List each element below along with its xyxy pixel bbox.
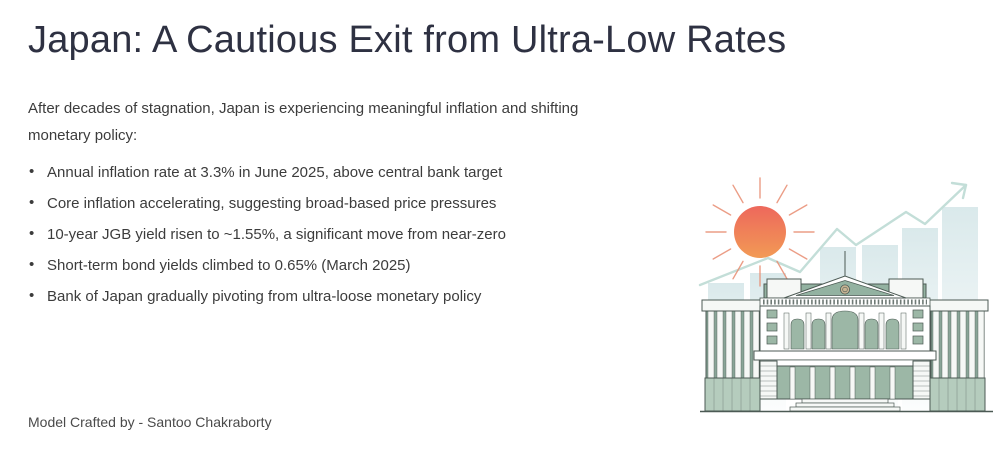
bullet-text: Bank of Japan gradually pivoting from ul… (47, 287, 482, 305)
pediment-emblem-icon (839, 284, 850, 295)
sun-icon (705, 177, 815, 287)
bullet-text: Short-term bond yields climbed to 0.65% … (47, 256, 411, 274)
bullet-icon: • (29, 193, 35, 211)
bullet-icon: • (29, 286, 35, 304)
key-points-list: • Annual inflation rate at 3.3% in June 2… (28, 162, 643, 306)
bank-illustration (698, 177, 993, 413)
bullet-text: Annual inflation rate at 3.3% in June 20… (47, 163, 503, 181)
list-item: • Annual inflation rate at 3.3% in June 2… (28, 162, 643, 182)
bullet-icon: • (29, 255, 35, 273)
bank-building-icon (700, 251, 993, 413)
intro-text: After decades of stagnation, Japan is ex… (28, 99, 579, 144)
footer-credit: Model Crafted by - Santoo Chakraborty (28, 414, 272, 430)
growth-arrow-icon (698, 181, 968, 287)
bullet-text: 10-year JGB yield risen to ~1.55%, a sig… (47, 225, 506, 243)
list-item: • Bank of Japan gradually pivoting from u… (28, 286, 643, 306)
list-item: • 10-year JGB yield risen to ~1.55%, a si… (28, 224, 643, 244)
sun-rays (705, 177, 815, 287)
list-item: • Short-term bond yields climbed to 0.65%… (28, 255, 643, 275)
list-item: • Core inflation accelerating, suggesting… (28, 193, 643, 213)
bullet-text: Core inflation accelerating, suggesting … (47, 194, 497, 212)
page-title: Japan: A Cautious Exit from Ultra-Low Ra… (28, 19, 787, 61)
bullet-icon: • (29, 162, 35, 180)
bullet-icon: • (29, 224, 35, 242)
